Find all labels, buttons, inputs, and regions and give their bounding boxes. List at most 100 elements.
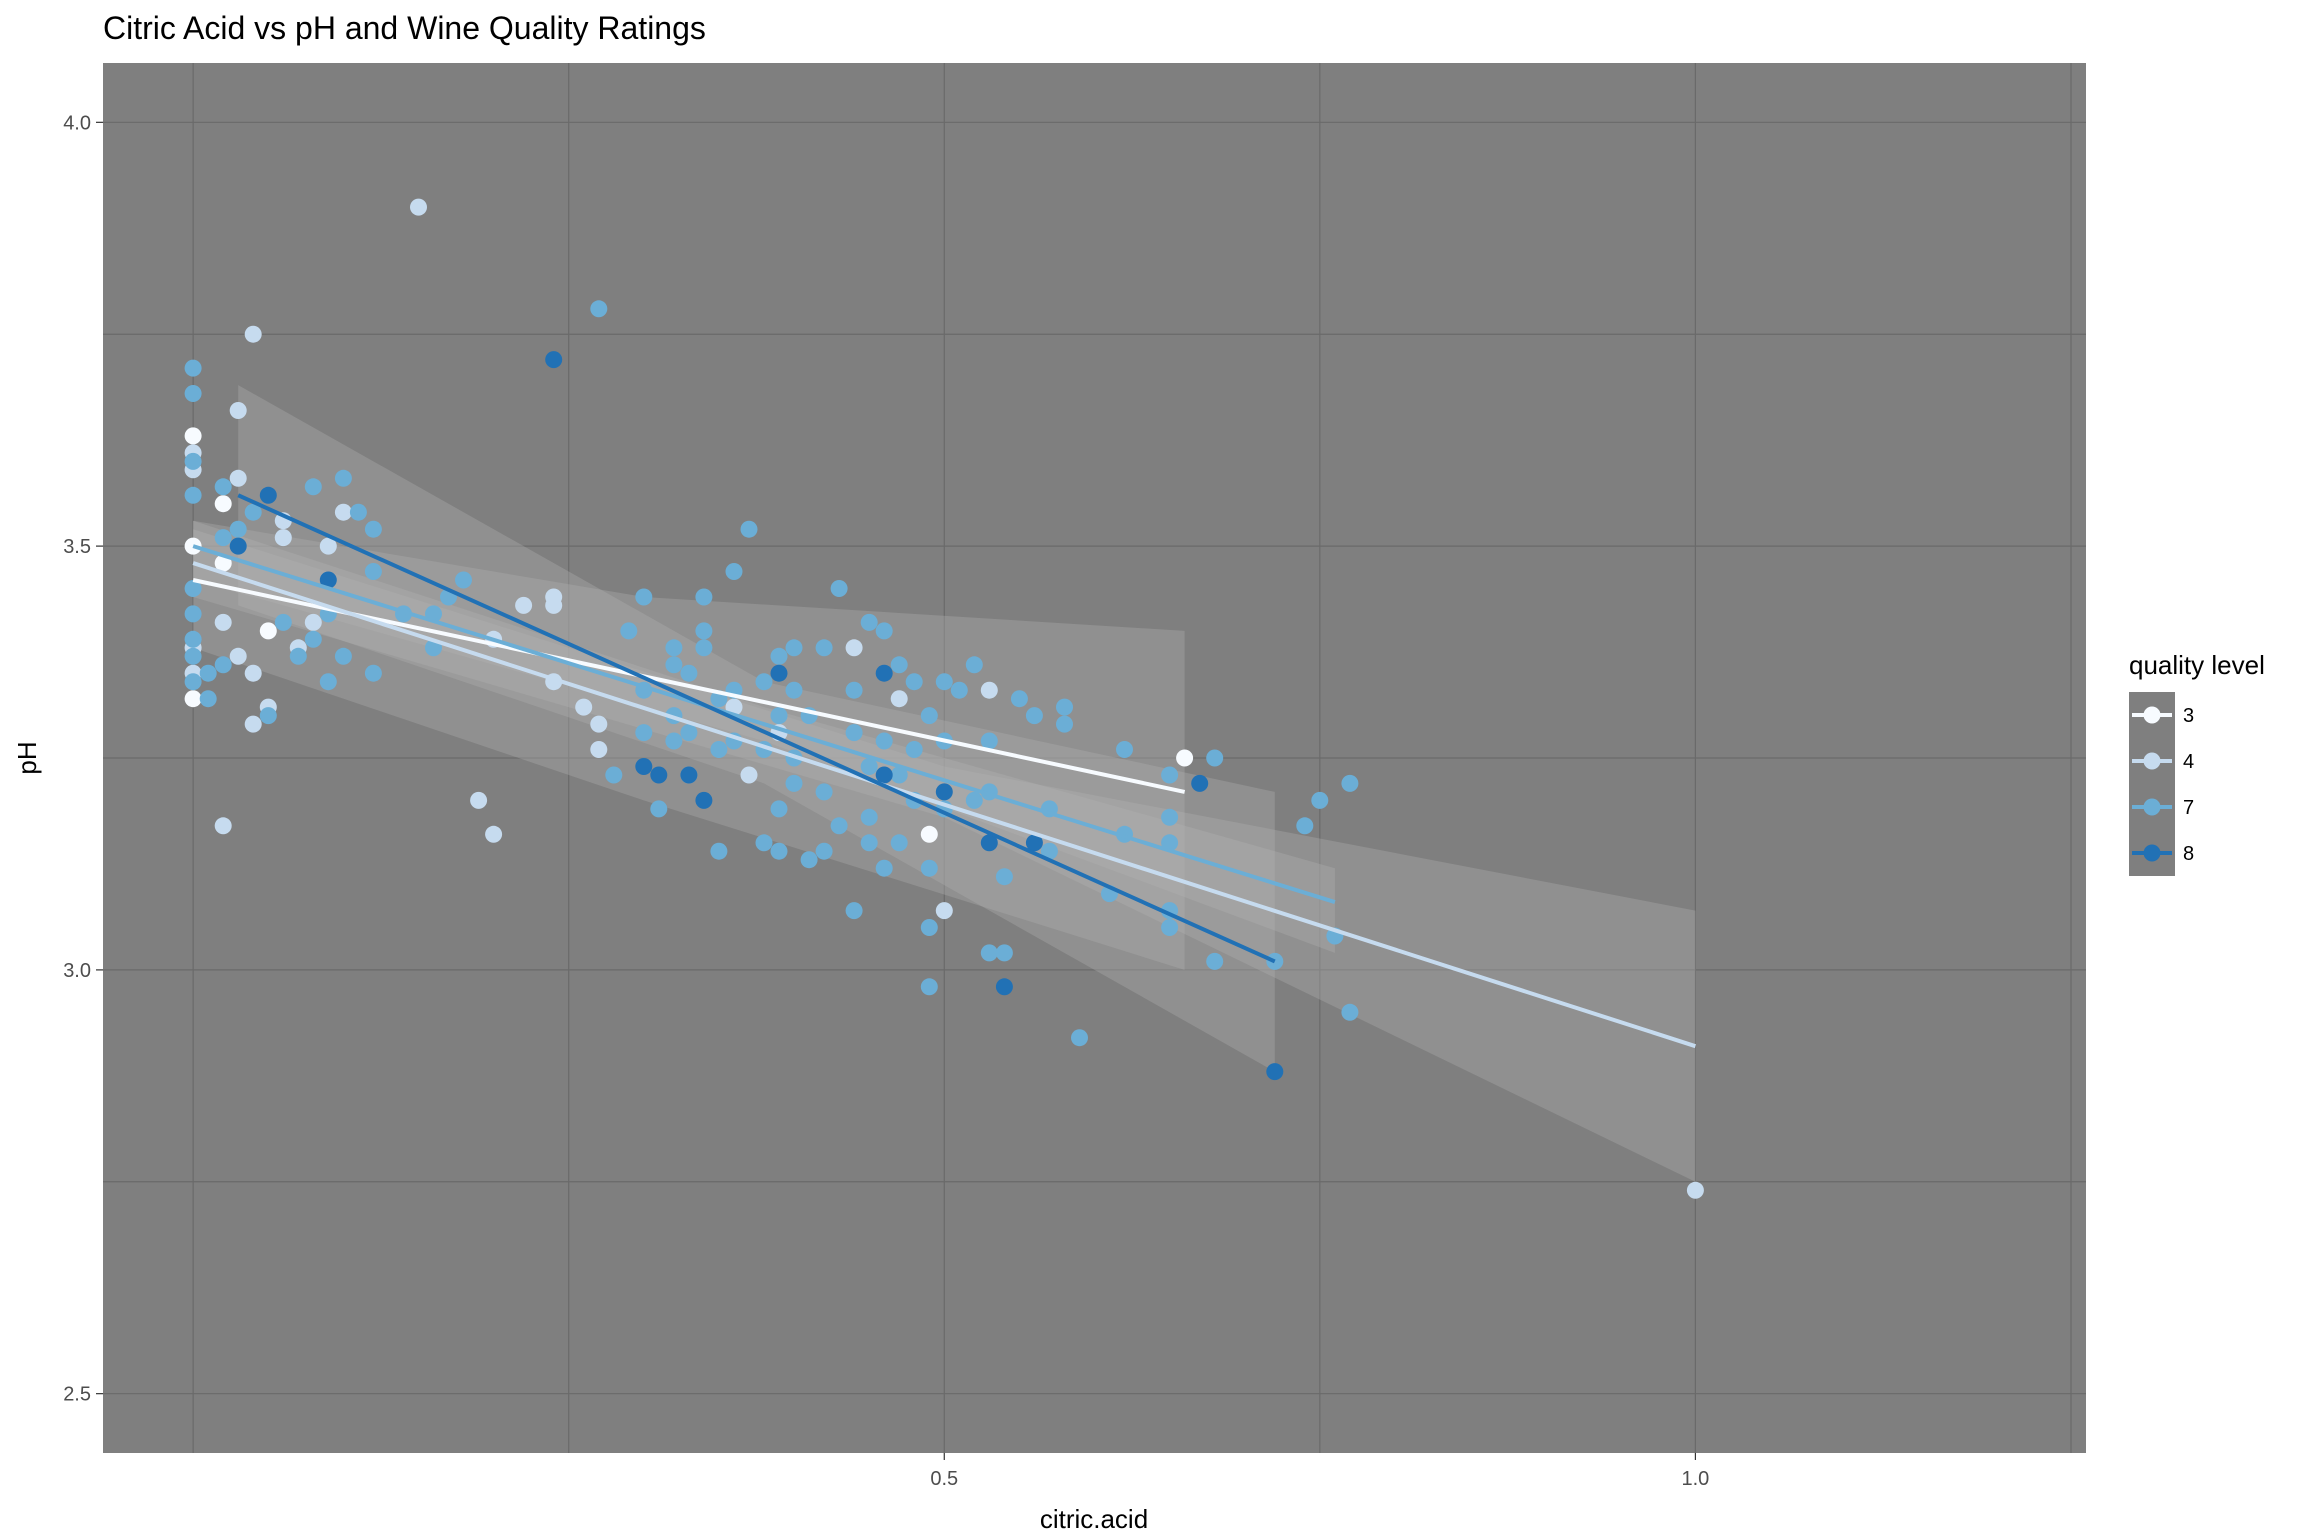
axes: 0.5 1.0 2.5 3.0 3.5 4.0 xyxy=(63,112,1709,1490)
data-point-7 xyxy=(710,842,728,860)
data-point-7 xyxy=(755,834,773,852)
y-tick-label: 4.0 xyxy=(63,112,91,134)
data-point-7 xyxy=(364,563,382,580)
data-point-3 xyxy=(184,690,202,708)
data-point-7 xyxy=(785,681,803,699)
data-point-7 xyxy=(1206,952,1224,970)
data-point-8 xyxy=(980,834,998,852)
data-point-7 xyxy=(965,791,983,809)
data-point-7 xyxy=(710,741,728,758)
data-point-7 xyxy=(1266,952,1284,970)
data-point-7 xyxy=(755,673,773,691)
data-point-4 xyxy=(590,715,608,733)
data-point-7 xyxy=(890,656,908,674)
data-point-7 xyxy=(199,690,217,708)
data-point-4 xyxy=(334,503,352,521)
legend-key-point-4 xyxy=(2143,752,2161,770)
grid-lines xyxy=(103,63,2086,1453)
data-point-8 xyxy=(1191,774,1209,792)
data-point-4 xyxy=(890,690,908,708)
x-tick-label: 0.5 xyxy=(930,1468,958,1490)
data-point-7 xyxy=(800,851,818,869)
data-point-7 xyxy=(680,664,698,682)
y-tick-label: 2.5 xyxy=(63,1384,91,1406)
data-point-7 xyxy=(845,902,863,920)
data-point-7 xyxy=(905,741,923,758)
data-point-7 xyxy=(364,664,382,682)
data-point-4 xyxy=(1686,1181,1704,1199)
data-point-7 xyxy=(845,724,863,742)
data-point-7 xyxy=(890,834,908,852)
data-point-7 xyxy=(860,613,878,631)
data-point-7 xyxy=(665,656,683,674)
data-point-7 xyxy=(980,732,998,750)
y-tick-label: 3.5 xyxy=(63,536,91,558)
legend-label-4: 4 xyxy=(2183,751,2194,773)
chart-title: Citric Acid vs pH and Wine Quality Ratin… xyxy=(103,10,706,46)
data-point-7 xyxy=(935,673,953,691)
data-point-8 xyxy=(875,766,893,784)
fit-line-7 xyxy=(192,544,1336,904)
data-point-7 xyxy=(455,571,472,589)
data-point-7 xyxy=(995,868,1013,886)
data-point-8 xyxy=(229,537,247,555)
data-point-7 xyxy=(1161,808,1179,826)
data-point-7 xyxy=(259,707,277,725)
data-point-8 xyxy=(680,766,698,784)
fit-line-4 xyxy=(192,561,1697,1049)
data-point-7 xyxy=(214,529,232,547)
data-point-8 xyxy=(319,571,337,589)
data-point-3 xyxy=(184,427,202,445)
data-point-4 xyxy=(515,596,533,614)
data-point-7 xyxy=(740,520,758,538)
data-point-7 xyxy=(214,478,232,496)
data-point-8 xyxy=(770,664,788,682)
data-point-7 xyxy=(860,758,878,775)
data-point-7 xyxy=(334,647,352,665)
data-point-4 xyxy=(980,681,998,699)
data-point-4 xyxy=(590,741,608,758)
data-point-7 xyxy=(229,520,247,538)
data-point-7 xyxy=(1025,707,1043,725)
data-point-7 xyxy=(590,300,608,318)
data-point-3 xyxy=(184,537,202,555)
data-point-7 xyxy=(830,817,848,835)
data-point-7 xyxy=(680,724,698,742)
confidence-band-4 xyxy=(193,529,1696,1182)
data-point-7 xyxy=(980,944,998,962)
data-point-7 xyxy=(334,469,352,487)
data-point-7 xyxy=(1311,791,1329,809)
data-point-7 xyxy=(1161,766,1179,784)
legend-label-7: 7 xyxy=(2183,797,2194,819)
legend-key-point-3 xyxy=(2143,706,2161,724)
data-point-7 xyxy=(770,842,788,860)
data-point-7 xyxy=(635,588,653,606)
data-point-7 xyxy=(770,707,788,725)
data-point-4 xyxy=(470,791,488,809)
data-point-4 xyxy=(229,647,247,665)
data-point-7 xyxy=(620,622,638,640)
data-point-8 xyxy=(259,486,277,504)
data-point-7 xyxy=(364,520,382,538)
data-point-7 xyxy=(920,707,938,725)
data-point-8 xyxy=(1266,1063,1284,1081)
data-point-3 xyxy=(1176,749,1194,767)
data-point-7 xyxy=(349,503,367,521)
data-point-7 xyxy=(665,732,683,750)
data-point-7 xyxy=(605,766,623,784)
data-point-7 xyxy=(950,681,968,699)
data-point-7 xyxy=(1161,834,1179,852)
legend-title: quality level xyxy=(2129,650,2265,680)
data-point-7 xyxy=(1010,690,1028,708)
data-point-7 xyxy=(785,639,803,657)
data-point-7 xyxy=(965,656,983,674)
data-point-4 xyxy=(244,715,262,733)
legend-key-point-7 xyxy=(2143,798,2161,816)
legend-label-8: 8 xyxy=(2183,843,2194,865)
y-tick-label: 3.0 xyxy=(63,960,91,982)
data-point-7 xyxy=(184,359,202,377)
data-point-7 xyxy=(695,622,713,640)
data-point-4 xyxy=(214,613,232,631)
data-point-7 xyxy=(1056,698,1073,716)
data-point-7 xyxy=(815,783,833,801)
